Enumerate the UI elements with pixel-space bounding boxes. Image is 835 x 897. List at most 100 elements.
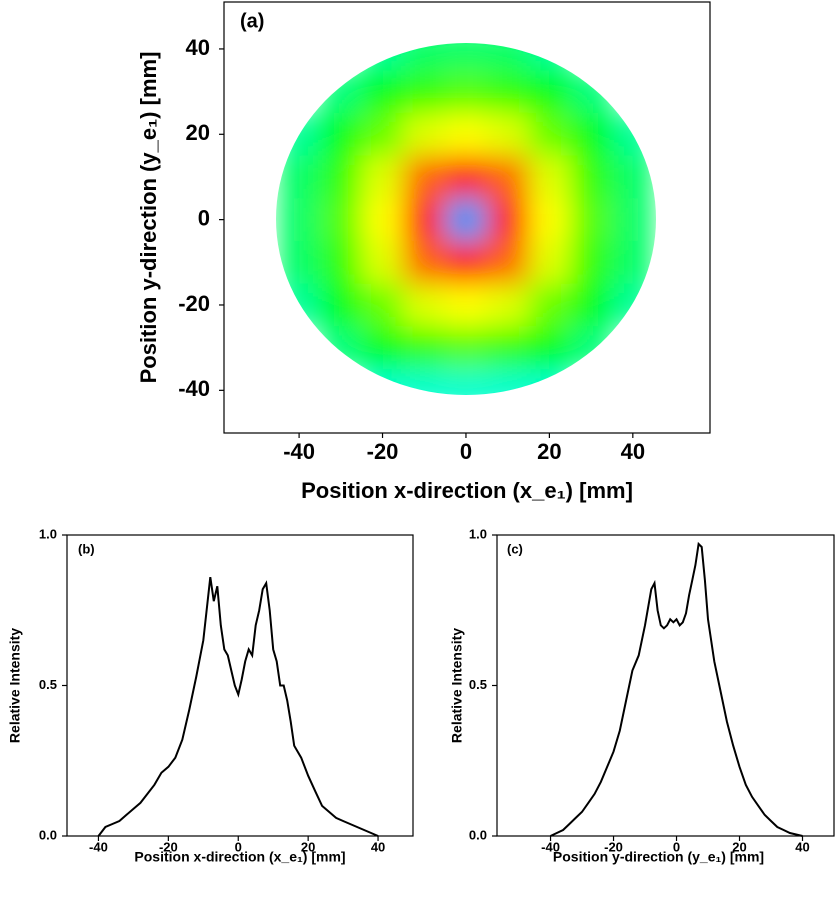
x-tick-label: -40 (283, 439, 315, 464)
data-line (550, 541, 803, 837)
heat-cell (528, 283, 571, 327)
heat-cell (528, 70, 571, 113)
heat-cell (403, 198, 446, 241)
x-tick-label: -20 (367, 439, 399, 464)
heat-cell (528, 326, 571, 369)
heat-cell (486, 240, 529, 284)
y-tick-label: 1.0 (39, 526, 57, 541)
heat-cell (403, 43, 446, 71)
heat-cell (486, 368, 529, 395)
x-tick-label: 0 (673, 839, 680, 854)
y-tick-label: -40 (178, 376, 210, 401)
panel-label: (a) (240, 10, 264, 32)
heatmap (278, 43, 654, 395)
y-tick-label: 40 (186, 35, 210, 60)
heat-cell (319, 112, 362, 156)
x-axis-title: Position y-direction (y_e₁) [mm] (553, 849, 764, 865)
heat-cell (570, 326, 612, 369)
y-axis-title: Relative Intensity (7, 628, 23, 743)
heat-cell (278, 198, 320, 241)
x-tick-label: 40 (371, 839, 385, 854)
heat-cell (403, 112, 446, 156)
heat-cell (361, 326, 404, 369)
x-tick-label: -20 (604, 839, 623, 854)
plot-frame (223, 1, 711, 434)
heat-cell (403, 70, 446, 113)
heat-cell (278, 283, 320, 327)
heat-cell (570, 240, 612, 284)
heat-cell (486, 198, 529, 241)
heat-cell (528, 240, 571, 284)
heat-cell (611, 240, 654, 284)
heat-cell (361, 283, 404, 327)
heat-cell (486, 326, 529, 369)
y-tick-label: 0.5 (469, 677, 487, 692)
heat-cell (403, 240, 446, 284)
x-axis-title: Position x-direction (x_e₁) [mm] (301, 478, 633, 503)
heat-cell (361, 43, 404, 71)
heat-cell (611, 283, 654, 327)
plot-frame (496, 534, 835, 837)
heat-cell (611, 112, 654, 156)
heat-cell (403, 326, 446, 369)
y-tick-label: 0.5 (39, 677, 57, 692)
panel-label: (b) (78, 541, 95, 556)
data-line (97, 576, 379, 837)
heat-cell (278, 155, 320, 199)
heat-cell (319, 155, 362, 199)
heat-cell (528, 368, 571, 395)
heat-cell (486, 43, 529, 71)
heat-cell (445, 283, 487, 327)
heat-cell (445, 240, 487, 284)
heat-cell (528, 155, 571, 199)
heat-cell (278, 112, 320, 156)
heat-cell (319, 198, 362, 241)
heat-cell (445, 368, 487, 395)
heat-cell (570, 70, 612, 113)
heat-cell (486, 70, 529, 113)
heat-cell (486, 155, 529, 199)
heat-cell (361, 240, 404, 284)
x-tick-label: -40 (541, 839, 560, 854)
y-tick-label: 1.0 (469, 526, 487, 541)
heat-cell (403, 368, 446, 395)
heat-cell (445, 112, 487, 156)
heat-cell (361, 112, 404, 156)
heat-cell (486, 283, 529, 327)
heat-cell (445, 198, 487, 241)
y-axis-title: Relative Intensity (449, 628, 465, 743)
heat-cell (570, 155, 612, 199)
heat-cell (528, 112, 571, 156)
y-tick-label: 0 (198, 205, 210, 230)
x-tick-label: -20 (159, 839, 178, 854)
heatmap-cells (278, 43, 654, 395)
heat-cell (611, 198, 654, 241)
x-tick-label: 40 (621, 439, 645, 464)
y-tick-label: -20 (178, 291, 210, 316)
heat-cell (319, 326, 362, 369)
x-axis-title: Position x-direction (x_e₁) [mm] (134, 849, 345, 865)
heat-cell (361, 368, 404, 395)
y-axis-title: Position y-direction (y_e₁) [mm] (136, 52, 161, 384)
x-tick-label: 20 (537, 439, 561, 464)
heat-cell (403, 155, 446, 199)
y-tick-label: 0.0 (469, 827, 487, 842)
heat-cell (570, 283, 612, 327)
heat-cell (319, 240, 362, 284)
heat-cell (319, 283, 362, 327)
heat-cell (403, 283, 446, 327)
y-tick-label: 0.0 (39, 827, 57, 842)
x-tick-label: 0 (460, 439, 472, 464)
heat-cell (611, 155, 654, 199)
heat-cell (570, 198, 612, 241)
x-tick-label: 0 (235, 839, 242, 854)
panel-label: (c) (507, 541, 523, 556)
heat-cell (570, 112, 612, 156)
y-tick-label: 20 (186, 120, 210, 145)
heat-cell (528, 198, 571, 241)
x-tick-label: 40 (795, 839, 809, 854)
heat-cell (361, 198, 404, 241)
heat-cell (278, 240, 320, 284)
